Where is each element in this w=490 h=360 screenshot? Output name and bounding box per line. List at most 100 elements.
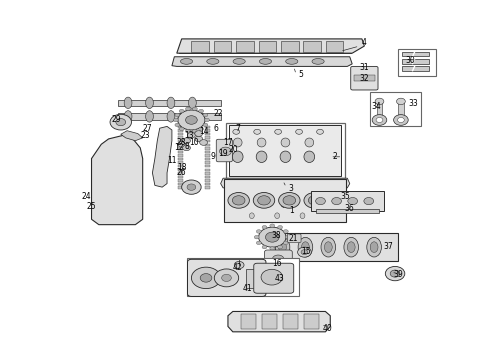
Circle shape (195, 131, 202, 136)
Polygon shape (220, 178, 350, 188)
Ellipse shape (167, 111, 175, 122)
Circle shape (316, 198, 325, 204)
Bar (178, 154, 183, 157)
Circle shape (261, 269, 283, 285)
Bar (205, 176, 210, 178)
Bar (262, 314, 277, 329)
Bar (225, 123, 345, 178)
Text: 18: 18 (177, 163, 186, 172)
Bar (205, 186, 210, 189)
Bar (178, 136, 183, 139)
Bar (205, 133, 210, 135)
Bar (205, 129, 210, 132)
Polygon shape (228, 311, 330, 332)
Bar (241, 314, 256, 329)
Bar (205, 168, 210, 171)
Circle shape (187, 184, 196, 190)
Text: 10: 10 (189, 138, 198, 147)
Circle shape (188, 132, 196, 138)
Text: 17: 17 (223, 138, 233, 147)
Circle shape (204, 118, 209, 122)
Bar (178, 129, 183, 132)
Text: 15: 15 (301, 247, 311, 256)
Text: 12: 12 (174, 143, 184, 152)
Text: 1: 1 (289, 206, 294, 215)
Text: 11: 11 (167, 156, 177, 165)
Polygon shape (177, 39, 365, 53)
Text: 25: 25 (87, 202, 97, 211)
Bar (205, 144, 210, 146)
Circle shape (178, 141, 186, 147)
Circle shape (283, 241, 288, 245)
Ellipse shape (370, 242, 378, 252)
Text: 28: 28 (177, 138, 186, 147)
Bar (398, 49, 436, 76)
Ellipse shape (321, 237, 336, 257)
Ellipse shape (298, 237, 313, 257)
Bar (205, 158, 210, 160)
Ellipse shape (124, 97, 132, 109)
Circle shape (256, 230, 261, 233)
Circle shape (270, 224, 275, 228)
Text: 40: 40 (323, 324, 333, 333)
Circle shape (192, 267, 220, 289)
Circle shape (233, 129, 240, 134)
Text: 3: 3 (289, 184, 294, 193)
Text: 36: 36 (345, 204, 355, 213)
Text: 13: 13 (184, 131, 194, 140)
Text: 22: 22 (214, 109, 223, 118)
Ellipse shape (367, 237, 381, 257)
Circle shape (198, 127, 203, 131)
Ellipse shape (259, 59, 271, 64)
Ellipse shape (305, 138, 314, 147)
Circle shape (186, 107, 191, 111)
Text: 6: 6 (213, 124, 218, 133)
Bar (118, 113, 220, 120)
Text: 23: 23 (140, 131, 150, 140)
Circle shape (286, 235, 290, 239)
Text: 35: 35 (340, 192, 350, 201)
FancyBboxPatch shape (254, 263, 294, 293)
Circle shape (234, 261, 244, 269)
Text: 24: 24 (82, 192, 92, 201)
Ellipse shape (146, 97, 153, 109)
Circle shape (183, 145, 191, 151)
Bar (205, 183, 210, 185)
Text: 26: 26 (177, 168, 187, 177)
Ellipse shape (300, 213, 305, 219)
Circle shape (203, 123, 208, 127)
Circle shape (332, 198, 342, 204)
Text: 34: 34 (372, 102, 381, 111)
Ellipse shape (347, 242, 355, 252)
Circle shape (175, 123, 180, 127)
Circle shape (278, 245, 283, 249)
Polygon shape (172, 57, 352, 66)
Bar (178, 168, 183, 171)
Text: 20: 20 (228, 145, 238, 154)
Circle shape (254, 129, 261, 134)
Circle shape (385, 266, 405, 281)
Text: 37: 37 (384, 242, 393, 251)
Bar (316, 209, 379, 213)
Circle shape (183, 138, 191, 144)
Circle shape (200, 274, 212, 282)
Ellipse shape (124, 111, 132, 122)
FancyBboxPatch shape (265, 250, 292, 269)
Text: 19: 19 (218, 149, 228, 158)
Circle shape (266, 232, 279, 242)
Circle shape (348, 198, 358, 204)
Bar (192, 41, 209, 52)
Circle shape (372, 114, 387, 125)
Bar (205, 136, 210, 139)
Bar (304, 314, 318, 329)
Bar (281, 41, 298, 52)
Bar (205, 161, 210, 164)
Text: 42: 42 (233, 263, 243, 272)
Circle shape (297, 247, 311, 257)
Bar (259, 41, 276, 52)
Circle shape (258, 196, 270, 205)
Bar (178, 140, 183, 143)
Circle shape (186, 116, 197, 124)
Text: 39: 39 (393, 270, 403, 279)
Circle shape (275, 129, 282, 134)
